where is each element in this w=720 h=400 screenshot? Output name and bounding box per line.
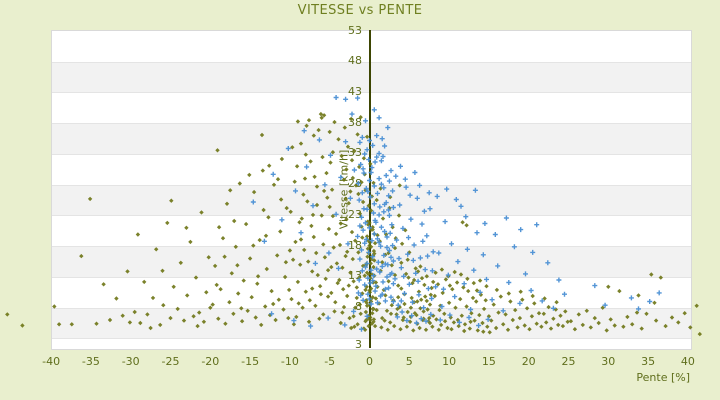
x-axis-title: Pente [%] <box>636 371 690 384</box>
plot-band <box>52 61 691 93</box>
plot-band <box>52 31 691 62</box>
gridline <box>52 215 691 217</box>
y-tick-label: 8 <box>355 300 362 314</box>
plot-band <box>52 307 691 339</box>
plot-band <box>52 338 691 349</box>
y-tick-label: 38 <box>348 115 362 129</box>
gridline <box>52 246 691 248</box>
x-tick-label: 20 <box>521 355 536 368</box>
gridline <box>52 184 691 186</box>
x-tick-label: 0 <box>366 355 373 368</box>
gridline <box>52 307 691 309</box>
gridline <box>52 338 691 340</box>
x-tick-label: -5 <box>324 355 336 368</box>
y-tick-label: 53 <box>348 23 362 37</box>
x-tick-label: 15 <box>481 355 496 368</box>
x-tick-label: 35 <box>641 355 656 368</box>
x-tick-label: -15 <box>241 355 260 368</box>
plot-band <box>52 153 691 185</box>
y-tick-label: 3 <box>355 338 362 351</box>
gridline <box>52 61 691 63</box>
plot-band <box>52 246 691 277</box>
y-tick-label: 13 <box>348 269 362 283</box>
plot-band <box>52 184 691 216</box>
y-tick-label: 23 <box>348 207 362 221</box>
x-tick-label: -40 <box>42 355 61 368</box>
x-tick-label: -30 <box>121 355 140 368</box>
y-tick-label: 43 <box>348 84 362 98</box>
zero-axis-line <box>368 30 371 348</box>
gridline <box>52 92 691 94</box>
plot-band <box>52 92 691 124</box>
y-axis-title: Vitesse [km/h] <box>337 149 351 230</box>
y-tick-label: 18 <box>348 238 362 252</box>
x-tick-label: 30 <box>601 355 616 368</box>
gridline <box>52 276 691 278</box>
plot-band <box>52 215 691 247</box>
x-tick-label: -10 <box>280 355 299 368</box>
y-tick-label: 28 <box>348 177 362 191</box>
x-tick-label: -20 <box>201 355 220 368</box>
x-tick-label: 40 <box>680 355 695 368</box>
x-tick-label: 5 <box>405 355 413 368</box>
x-tick-label: -35 <box>81 355 100 368</box>
plot-area <box>51 30 692 350</box>
y-tick-label: 48 <box>348 54 362 68</box>
gridline <box>52 123 691 125</box>
x-tick-label: 10 <box>442 355 457 368</box>
chart-title: VITESSE vs PENTE <box>297 3 423 18</box>
x-tick-label: 25 <box>561 355 576 368</box>
x-tick-label: -25 <box>161 355 180 368</box>
y-tick-label: 33 <box>348 146 362 160</box>
gridline <box>52 153 691 155</box>
plot-band <box>52 123 691 154</box>
plot-band <box>52 276 691 308</box>
